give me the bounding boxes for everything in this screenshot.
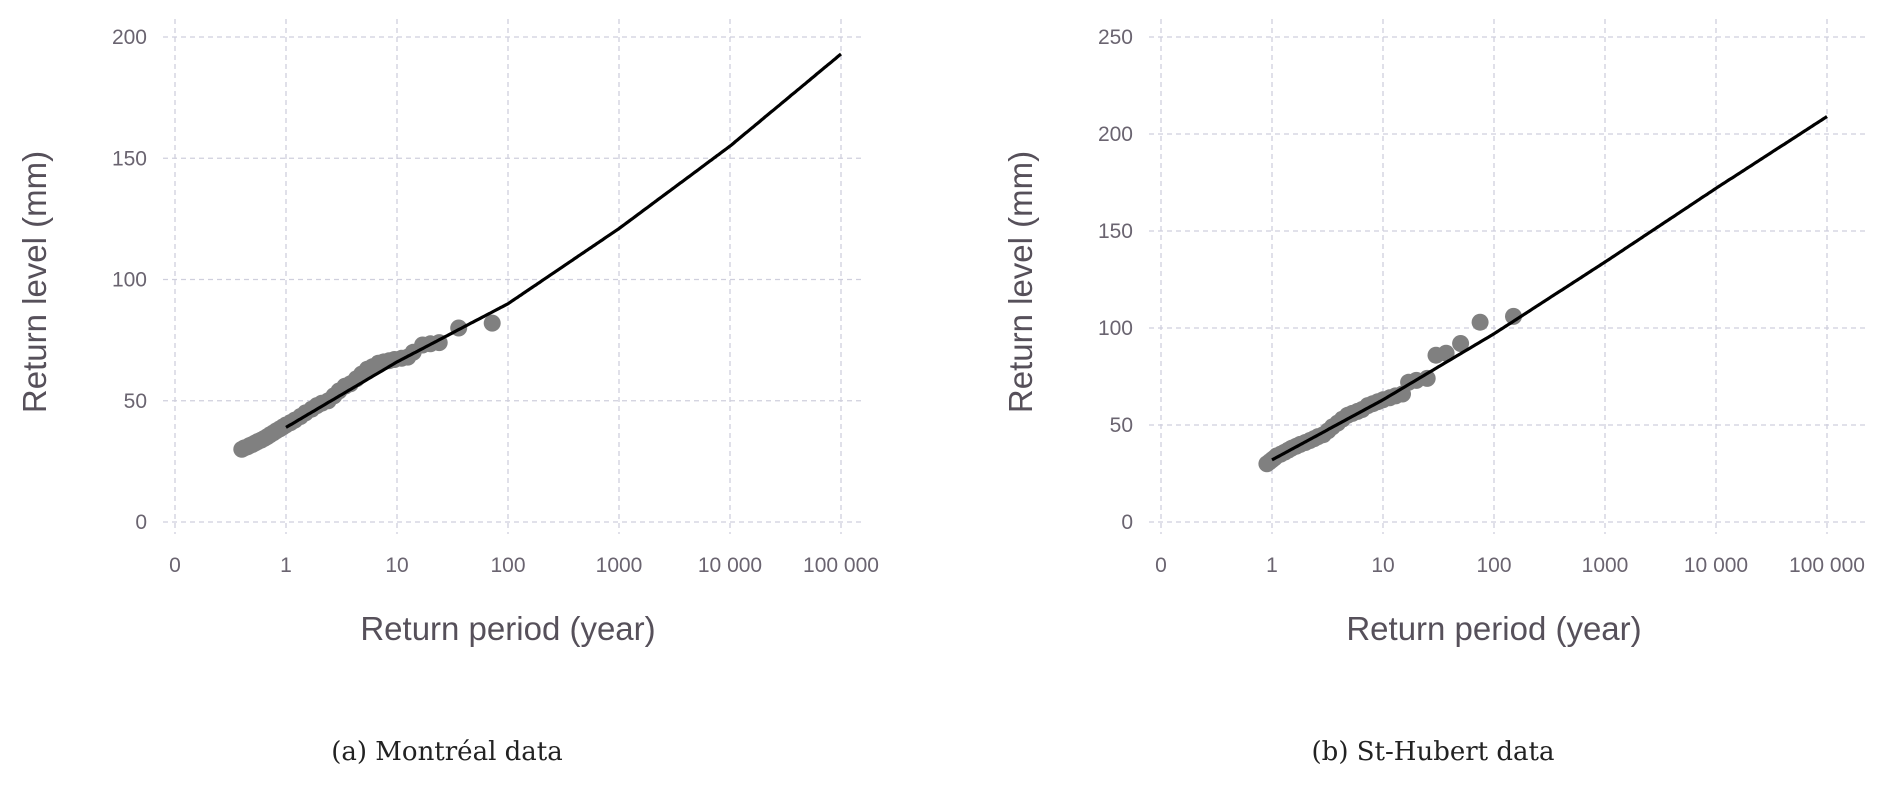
x-tick-label: 10	[1371, 554, 1394, 577]
data-point	[1418, 369, 1436, 387]
y-tick-label: 50	[124, 390, 147, 413]
y-tick-label: 200	[112, 26, 147, 49]
figure-caption: (a) Montréal data	[331, 737, 563, 767]
x-axis-title: Return period (year)	[1346, 610, 1641, 647]
figure-caption: (b) St-Hubert data	[1312, 737, 1555, 767]
y-tick-label: 150	[1098, 220, 1133, 243]
x-tick-label: 1	[1266, 554, 1278, 577]
x-tick-label: 100	[1476, 554, 1511, 577]
y-tick-label: 150	[112, 147, 147, 170]
grid	[163, 19, 862, 534]
fitted-return-level-curve	[285, 52, 842, 429]
x-tick-label: 100 000	[803, 554, 879, 577]
observed-points	[233, 314, 501, 458]
x-tick-label: 0	[169, 554, 181, 577]
y-tick-label: 50	[1110, 414, 1133, 437]
panel-montreal: 0 50 100 150 200 0 1 10 100 1000 10 000 100 000 Retu…	[16, 19, 879, 767]
y-tick-label: 0	[135, 511, 147, 534]
y-tick-label: 0	[1121, 511, 1133, 534]
data-point	[1437, 344, 1455, 362]
x-tick-label: 10 000	[1684, 554, 1748, 577]
y-tick-label: 100	[112, 269, 147, 292]
x-tick-label: 100	[490, 554, 525, 577]
fitted-return-level-curve	[1271, 115, 1828, 462]
y-tick-label: 100	[1098, 317, 1133, 340]
x-tick-label: 10	[385, 554, 408, 577]
grid	[1149, 19, 1865, 534]
data-point	[1505, 307, 1522, 325]
x-tick-label: 1000	[596, 554, 643, 577]
panel-st-hubert: 0 50 100 150 200 250 0 1 10 100 1000 10 000 100 000 R…	[1002, 19, 1865, 767]
y-tick-label: 200	[1098, 123, 1133, 146]
x-tick-label: 10 000	[698, 554, 762, 577]
y-tick-label: 250	[1098, 26, 1133, 49]
x-tick-label: 1000	[1582, 554, 1629, 577]
data-point	[1471, 313, 1489, 331]
data-point	[483, 314, 501, 332]
x-tick-label: 0	[1155, 554, 1167, 577]
y-axis-title: Return level (mm)	[16, 151, 53, 413]
x-tick-label: 100 000	[1789, 554, 1865, 577]
x-axis-title: Return period (year)	[360, 610, 655, 647]
data-point	[1452, 335, 1470, 352]
x-tick-label: 1	[280, 554, 292, 577]
y-axis-title: Return level (mm)	[1002, 151, 1039, 413]
